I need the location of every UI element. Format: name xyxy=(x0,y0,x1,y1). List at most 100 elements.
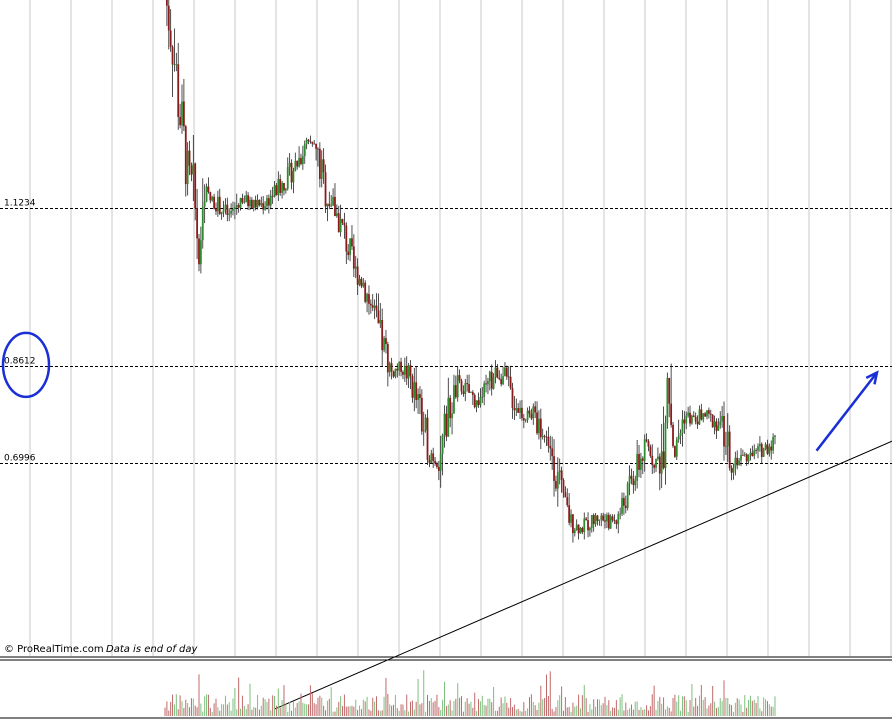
candle-body xyxy=(736,457,739,466)
volume-bar xyxy=(211,711,213,716)
volume-bar xyxy=(287,711,289,716)
volume-bar xyxy=(589,704,591,716)
candle-body xyxy=(488,371,491,382)
candle-body xyxy=(528,410,531,414)
candle-body xyxy=(436,463,438,467)
candle-body xyxy=(422,430,425,432)
volume-bar xyxy=(551,708,553,716)
candle-body xyxy=(641,458,644,461)
chart-grid xyxy=(29,0,892,656)
volume-bar xyxy=(544,698,546,716)
candle-body xyxy=(300,157,302,164)
volume-bar xyxy=(593,699,595,716)
volume-bar xyxy=(759,708,761,716)
candle-body xyxy=(728,431,731,469)
candle-body xyxy=(758,443,761,447)
candle-body xyxy=(220,212,223,215)
candle-body xyxy=(566,497,569,506)
candle-body xyxy=(653,465,656,468)
volume-bar xyxy=(553,711,555,716)
volume-bar xyxy=(714,701,716,716)
volume-bar xyxy=(181,701,183,716)
candle-body xyxy=(662,451,665,469)
candle-body xyxy=(774,435,776,437)
candle-body xyxy=(589,527,591,531)
volume-bar xyxy=(685,700,687,716)
candle-body xyxy=(252,199,255,209)
volume-bar xyxy=(557,700,559,716)
candle-body xyxy=(417,394,419,401)
candle-body xyxy=(534,406,537,413)
candle-body xyxy=(504,367,506,377)
volume-bar xyxy=(342,706,344,716)
volume-bar xyxy=(710,703,712,716)
volume-bar xyxy=(377,710,379,716)
candle-body xyxy=(332,196,334,206)
candle-body xyxy=(165,0,168,6)
volume-bar xyxy=(394,694,396,716)
candle-body xyxy=(713,421,716,428)
candle-body xyxy=(241,198,244,203)
volume-bar xyxy=(417,678,419,716)
volume-bar xyxy=(534,705,536,716)
candle-body xyxy=(592,514,595,525)
volume-bar xyxy=(258,709,260,716)
candle-body xyxy=(453,385,455,414)
candle-body xyxy=(730,468,733,473)
candle-body xyxy=(496,367,499,378)
volume-bar xyxy=(232,698,234,716)
candle-body xyxy=(175,64,178,66)
volume-bar xyxy=(279,707,281,716)
candle-body xyxy=(747,454,750,462)
volume-bar xyxy=(349,706,351,716)
volume-bar xyxy=(772,706,774,716)
candle-body xyxy=(613,520,616,522)
candle-body xyxy=(579,528,582,534)
volume-bar xyxy=(617,709,619,716)
candle-body xyxy=(188,150,191,166)
candle-body xyxy=(628,475,631,484)
volume-bar xyxy=(727,698,729,716)
volume-bar xyxy=(226,704,228,716)
candle-body xyxy=(211,196,214,201)
volume-bar xyxy=(372,697,374,716)
candle-body xyxy=(339,218,342,233)
volume-bar xyxy=(602,703,604,716)
candle-body xyxy=(766,444,769,454)
candle-body xyxy=(598,519,601,521)
candle-body xyxy=(290,162,293,183)
candle-body xyxy=(647,440,650,447)
candle-body xyxy=(351,238,353,247)
candle-body xyxy=(717,425,720,431)
volume-bar xyxy=(587,711,589,716)
volume-bar xyxy=(332,711,334,716)
volume-bar xyxy=(615,700,617,716)
candle-body xyxy=(424,417,427,431)
candle-body xyxy=(288,162,291,168)
credit-note: Data is end of day xyxy=(106,644,199,655)
candle-body xyxy=(209,192,212,201)
volume-bar xyxy=(598,699,600,716)
candle-body xyxy=(296,160,299,167)
volume-bar xyxy=(610,710,612,716)
volume-bar xyxy=(196,707,198,716)
candle-body xyxy=(724,446,727,447)
candle-body xyxy=(383,338,385,351)
candle-body xyxy=(449,397,452,419)
candle-body xyxy=(426,417,429,460)
candle-body xyxy=(218,196,221,215)
candle-body xyxy=(743,454,746,456)
candle-body xyxy=(509,376,512,389)
candle-body xyxy=(454,385,457,398)
volume-bar xyxy=(687,711,689,716)
candle-body xyxy=(437,466,440,471)
volume-bar xyxy=(323,705,325,716)
volume-bar xyxy=(619,697,621,716)
candle-body xyxy=(526,410,529,420)
candle-body xyxy=(190,165,193,175)
volume-bar xyxy=(627,709,629,716)
volume-bar xyxy=(768,704,770,716)
volume-bar xyxy=(585,698,587,716)
candle-body xyxy=(434,460,436,464)
volume-bar xyxy=(236,709,238,716)
